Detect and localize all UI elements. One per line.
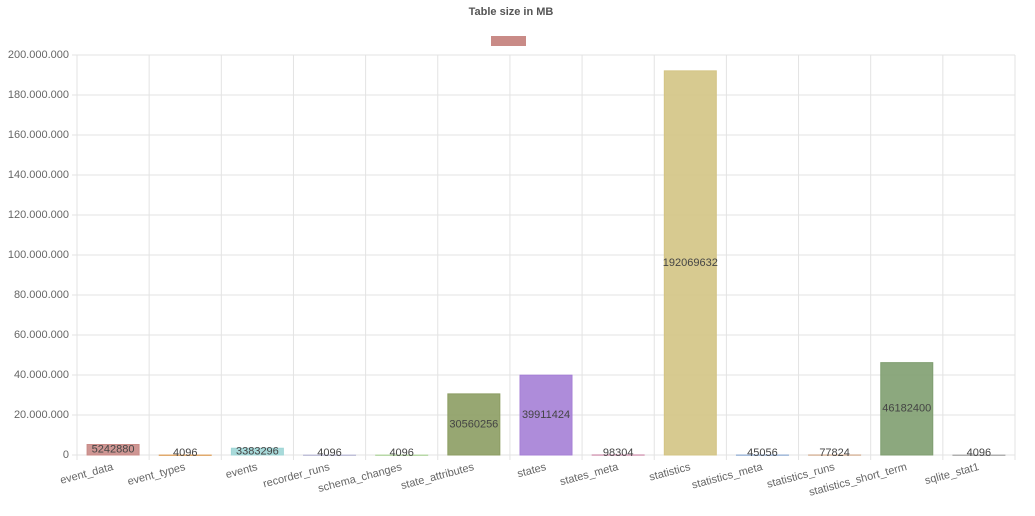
y-tick-label: 20.000.000 [14, 409, 69, 421]
data-label: 192069632 [663, 257, 718, 269]
bar [519, 374, 573, 456]
data-label: 30560256 [449, 418, 498, 430]
data-label: 4096 [967, 447, 991, 459]
y-tick-label: 200.000.000 [8, 49, 69, 61]
y-tick-label: 40.000.000 [14, 369, 69, 381]
y-tick-label: 140.000.000 [8, 169, 69, 181]
data-label: 77824 [819, 447, 850, 459]
bar [663, 70, 717, 456]
bar [735, 454, 789, 456]
legend-swatch[interactable] [491, 36, 526, 46]
chart-title: Table size in MB [469, 6, 554, 18]
y-tick-label: 120.000.000 [8, 209, 69, 221]
bar [375, 454, 429, 456]
data-label: 45056 [747, 447, 778, 459]
bar [86, 444, 140, 456]
bar [952, 454, 1006, 456]
bar [447, 393, 501, 456]
y-tick-label: 80.000.000 [14, 289, 69, 301]
bar [808, 454, 862, 456]
data-label: 3383296 [236, 446, 279, 458]
y-tick-label: 100.000.000 [8, 249, 69, 261]
data-label: 46182400 [882, 403, 931, 415]
data-label: 5242880 [92, 444, 135, 456]
bar [880, 362, 934, 456]
data-label: 4096 [389, 447, 413, 459]
data-label: 4096 [173, 447, 197, 459]
bar [303, 454, 357, 456]
bar [158, 454, 212, 456]
data-label: 39911424 [522, 409, 570, 421]
y-tick-label: 60.000.000 [14, 329, 69, 341]
bar [230, 447, 284, 456]
data-label: 98304 [603, 447, 634, 459]
data-label: 4096 [317, 447, 341, 459]
bar [591, 454, 645, 456]
y-tick-label: 0 [63, 449, 69, 461]
y-tick-label: 180.000.000 [8, 89, 69, 101]
y-tick-label: 160.000.000 [8, 129, 69, 141]
